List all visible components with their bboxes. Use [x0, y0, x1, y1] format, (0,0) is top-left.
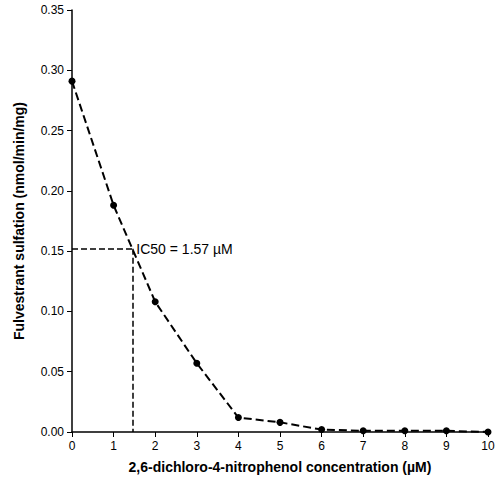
svg-text:6: 6: [318, 439, 325, 453]
svg-text:2: 2: [152, 439, 159, 453]
svg-text:2,6-dichloro-4-nitrophenol con: 2,6-dichloro-4-nitrophenol concentration…: [129, 459, 432, 475]
svg-text:0.15: 0.15: [41, 244, 65, 258]
svg-text:IC50 = 1.57 µM: IC50 = 1.57 µM: [136, 241, 232, 257]
svg-text:10: 10: [481, 439, 495, 453]
svg-text:0.30: 0.30: [41, 63, 65, 77]
svg-text:0.05: 0.05: [41, 365, 65, 379]
svg-text:0: 0: [69, 439, 76, 453]
svg-text:9: 9: [443, 439, 450, 453]
svg-text:5: 5: [277, 439, 284, 453]
svg-text:8: 8: [401, 439, 408, 453]
svg-text:0.20: 0.20: [41, 184, 65, 198]
svg-text:0.00: 0.00: [41, 425, 65, 439]
svg-text:4: 4: [235, 439, 242, 453]
svg-text:7: 7: [360, 439, 367, 453]
svg-text:0.25: 0.25: [41, 124, 65, 138]
svg-text:Fulvestrant sulfation (nmol/mi: Fulvestrant sulfation (nmol/min/mg): [11, 102, 27, 340]
svg-text:0.35: 0.35: [41, 3, 65, 17]
svg-text:0.10: 0.10: [41, 304, 65, 318]
svg-text:1: 1: [110, 439, 117, 453]
svg-text:3: 3: [193, 439, 200, 453]
